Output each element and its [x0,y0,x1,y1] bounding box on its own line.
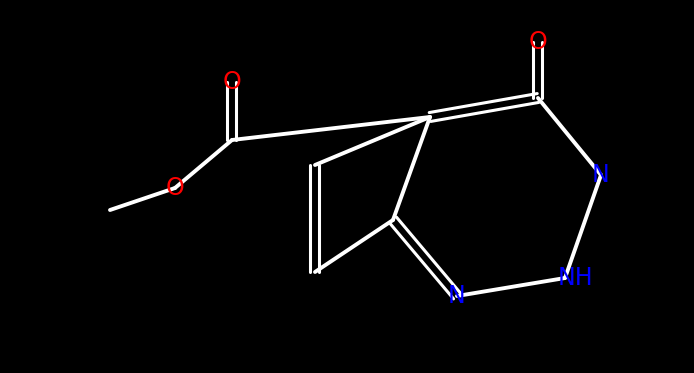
Text: NH: NH [557,266,593,290]
Text: O: O [529,30,548,54]
Text: O: O [223,70,242,94]
Text: N: N [592,163,610,187]
Text: N: N [448,284,466,308]
Text: O: O [166,176,185,200]
